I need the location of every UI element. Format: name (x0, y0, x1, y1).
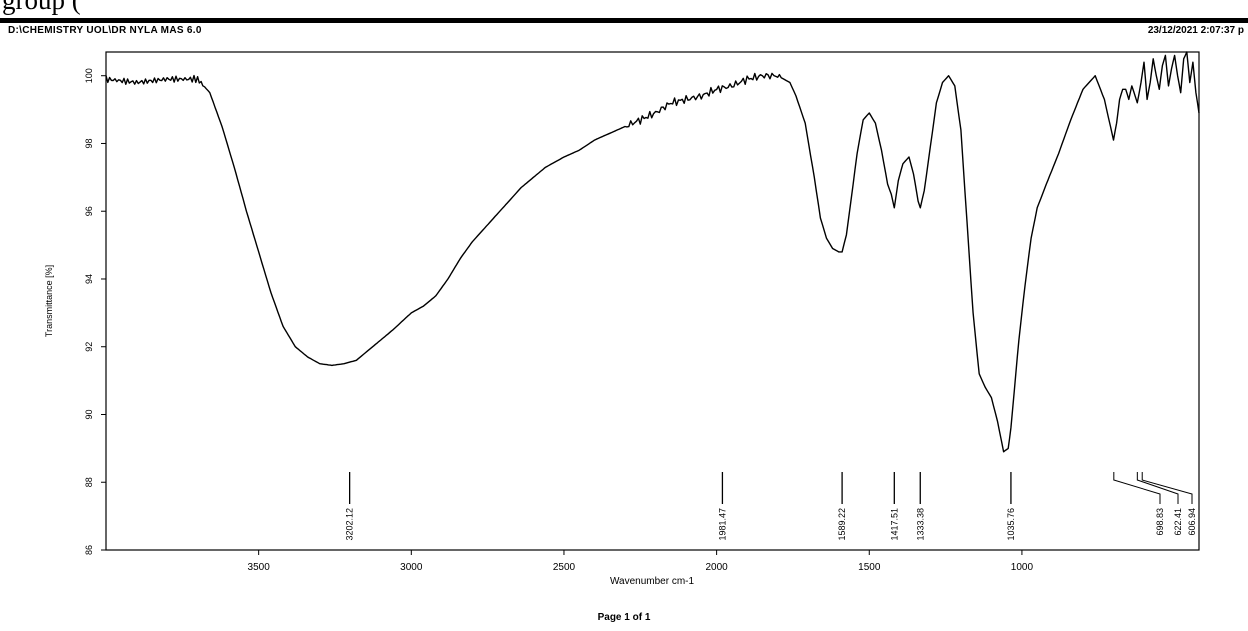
y-tick-label: 100 (84, 68, 94, 83)
peak-label: 1333.38 (915, 508, 925, 541)
series-line (105, 51, 1200, 453)
top-rule (0, 18, 1248, 23)
peak-label: 3202.12 (345, 508, 355, 541)
peak-label: 606.94 (1187, 508, 1197, 536)
y-tick-label: 96 (84, 206, 94, 216)
x-tick-label: 2000 (705, 562, 728, 573)
peak-label: 1981.47 (717, 508, 727, 541)
x-axis-label: Wavenumber cm-1 (610, 576, 695, 587)
plot-frame (105, 51, 1200, 551)
x-tick-label: 1000 (1011, 562, 1034, 573)
x-tick-label: 1500 (858, 562, 881, 573)
y-axis: 86 88 90 92 94 96 98 100 (84, 68, 106, 555)
y-tick-label: 88 (84, 477, 94, 487)
y-tick-label: 86 (84, 545, 94, 555)
x-tick-label: 2500 (553, 562, 576, 573)
file-path: D:\CHEMISTRY UOL\DR NYLA MAS 6.0 (8, 25, 202, 36)
peak-markers: 3202.12 1981.47 1589.22 1417.51 1333.38 1035.… (345, 472, 1197, 541)
peak-label: 698.83 (1155, 508, 1165, 536)
peak-marker (1136, 472, 1179, 504)
y-tick-label: 98 (84, 138, 94, 148)
page-indicator: Page 1 of 1 (597, 612, 651, 623)
cropped-text-fragment: group ( (0, 0, 1248, 20)
x-tick-label: 3000 (400, 562, 423, 573)
peak-marker (1113, 472, 1161, 504)
date-time: 23/12/2021 2:07:37 p (1147, 25, 1244, 36)
peak-marker (1141, 472, 1193, 504)
x-axis: 3500 3000 2500 2000 1500 1000 (248, 550, 1034, 573)
peak-label: 1035.76 (1006, 508, 1016, 541)
peak-label: 622.41 (1173, 508, 1183, 536)
x-tick-label: 3500 (248, 562, 271, 573)
cropped-text: group ( (2, 0, 81, 15)
y-axis-label: Transmittance [%] (44, 265, 54, 337)
y-tick-label: 94 (84, 274, 94, 284)
y-tick-label: 90 (84, 409, 94, 419)
peak-label: 1417.51 (889, 508, 899, 541)
peak-label: 1589.22 (837, 508, 847, 541)
y-tick-label: 92 (84, 342, 94, 352)
